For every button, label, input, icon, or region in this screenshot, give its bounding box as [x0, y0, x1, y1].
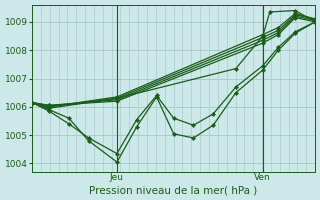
- X-axis label: Pression niveau de la mer( hPa ): Pression niveau de la mer( hPa ): [90, 185, 258, 195]
